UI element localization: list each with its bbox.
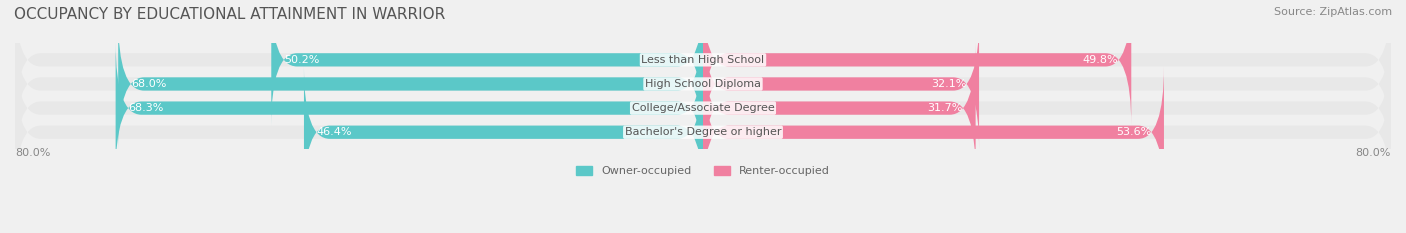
- Text: 68.0%: 68.0%: [131, 79, 166, 89]
- Text: 49.8%: 49.8%: [1083, 55, 1118, 65]
- FancyBboxPatch shape: [703, 42, 976, 174]
- Text: Source: ZipAtlas.com: Source: ZipAtlas.com: [1274, 7, 1392, 17]
- Legend: Owner-occupied, Renter-occupied: Owner-occupied, Renter-occupied: [571, 162, 835, 181]
- Text: 80.0%: 80.0%: [1355, 148, 1391, 158]
- Text: 80.0%: 80.0%: [15, 148, 51, 158]
- Text: 50.2%: 50.2%: [284, 55, 319, 65]
- FancyBboxPatch shape: [118, 18, 703, 150]
- FancyBboxPatch shape: [15, 0, 1391, 126]
- FancyBboxPatch shape: [703, 18, 979, 150]
- Text: 31.7%: 31.7%: [928, 103, 963, 113]
- Text: 32.1%: 32.1%: [931, 79, 966, 89]
- FancyBboxPatch shape: [15, 18, 1391, 150]
- Text: 53.6%: 53.6%: [1116, 127, 1152, 137]
- Text: High School Diploma: High School Diploma: [645, 79, 761, 89]
- FancyBboxPatch shape: [304, 66, 703, 198]
- Text: College/Associate Degree: College/Associate Degree: [631, 103, 775, 113]
- FancyBboxPatch shape: [703, 66, 1164, 198]
- Text: Less than High School: Less than High School: [641, 55, 765, 65]
- Text: 46.4%: 46.4%: [316, 127, 353, 137]
- Text: OCCUPANCY BY EDUCATIONAL ATTAINMENT IN WARRIOR: OCCUPANCY BY EDUCATIONAL ATTAINMENT IN W…: [14, 7, 446, 22]
- FancyBboxPatch shape: [271, 0, 703, 126]
- Text: Bachelor's Degree or higher: Bachelor's Degree or higher: [624, 127, 782, 137]
- Text: 68.3%: 68.3%: [128, 103, 165, 113]
- FancyBboxPatch shape: [115, 42, 703, 174]
- FancyBboxPatch shape: [15, 66, 1391, 198]
- FancyBboxPatch shape: [15, 42, 1391, 174]
- FancyBboxPatch shape: [703, 0, 1132, 126]
